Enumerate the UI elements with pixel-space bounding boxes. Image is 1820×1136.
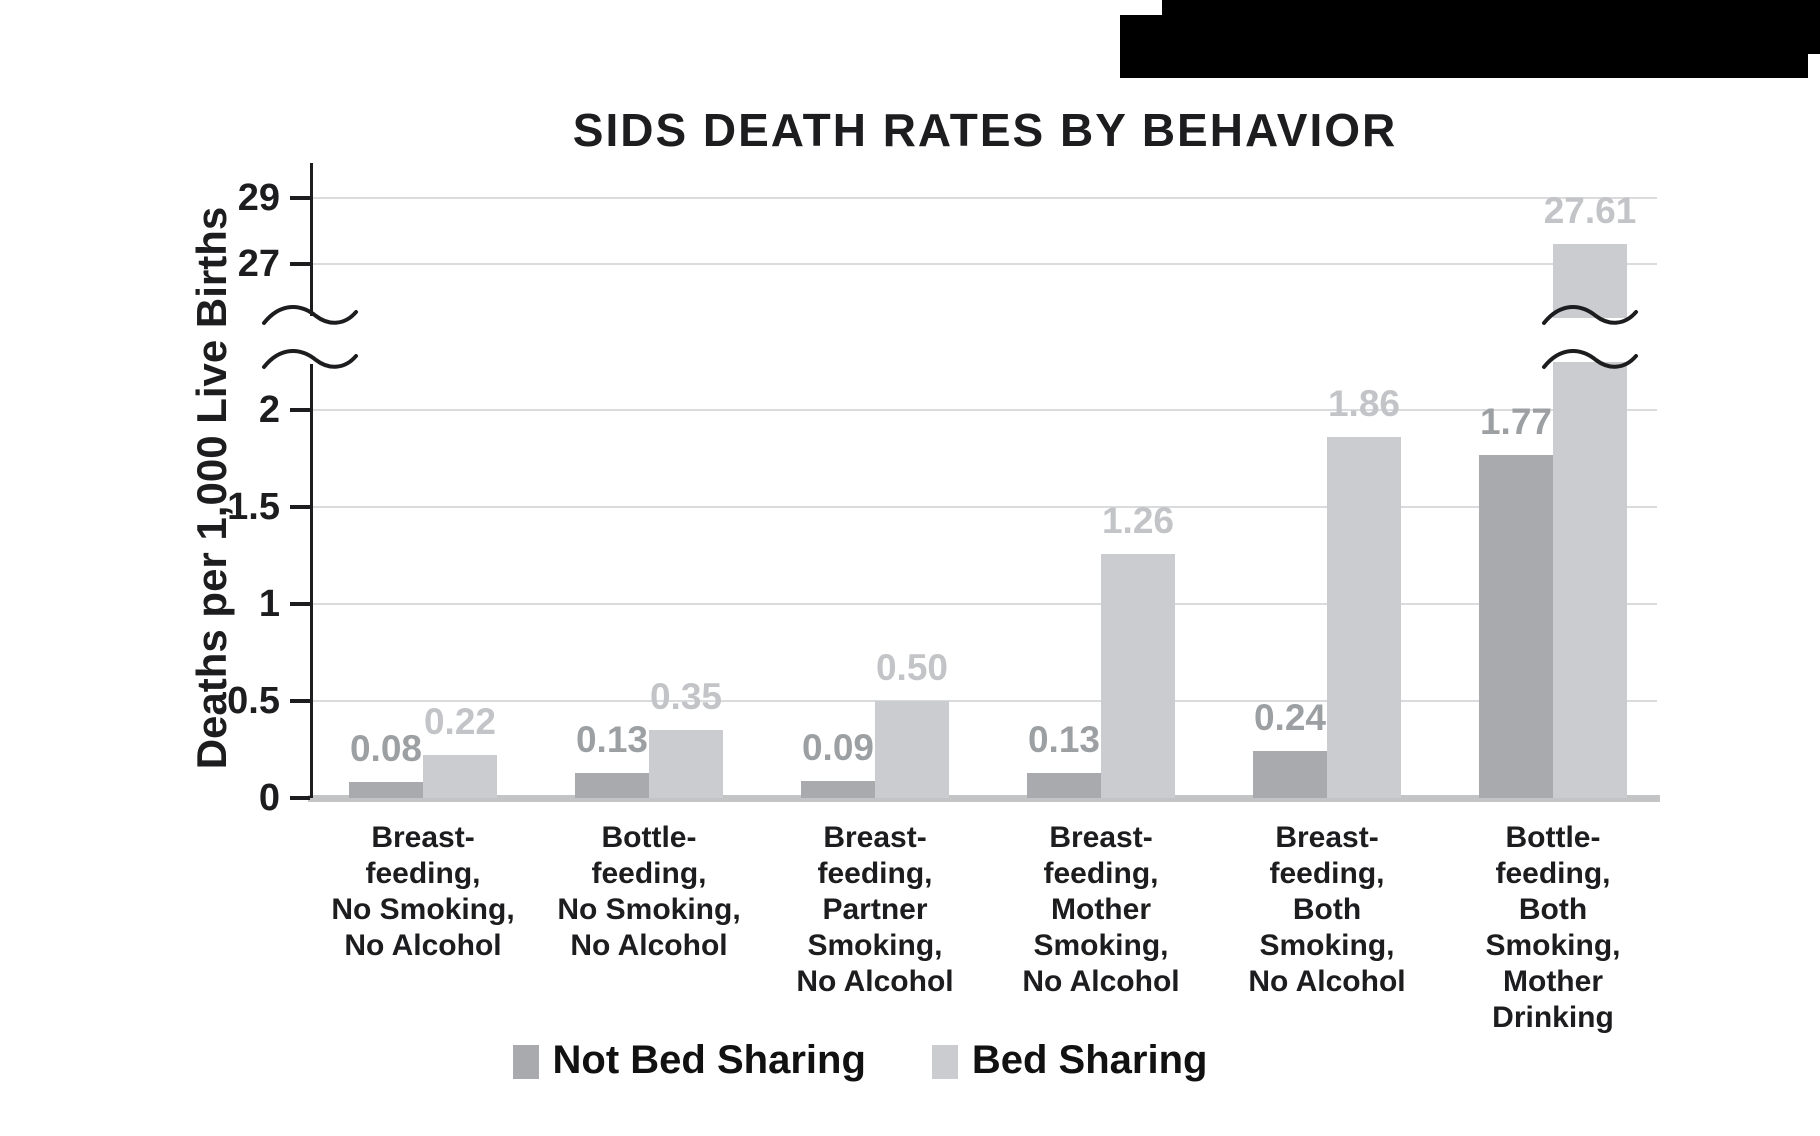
category-label: Bottle- feeding, Both Smoking, Mother Dr… <box>1485 821 1621 1034</box>
legend-label: Not Bed Sharing <box>552 1038 866 1082</box>
gridline <box>312 409 1657 411</box>
x-axis-baseline <box>308 795 1660 802</box>
bar-break-wave <box>1542 304 1638 325</box>
banner-right-edge <box>1808 15 1820 54</box>
gridline <box>312 262 1657 265</box>
bar <box>649 730 723 798</box>
y-tick-label: 1 <box>258 583 280 625</box>
wave-path <box>262 348 358 369</box>
y-tick-mark <box>290 408 310 412</box>
bar <box>1101 553 1175 798</box>
y-tick-label: 1.5 <box>227 486 280 528</box>
bar-value-label: 0.22 <box>423 701 496 743</box>
y-tick-mark <box>290 796 310 800</box>
bar <box>1479 454 1553 798</box>
bar-value-label: 0.35 <box>649 676 722 718</box>
bar <box>1327 437 1401 798</box>
banner-top-strip <box>1162 0 1820 15</box>
gridline <box>312 700 1657 702</box>
gridline <box>312 603 1657 605</box>
bar-value-label: 0.13 <box>575 718 648 760</box>
bar-value-label: 27.61 <box>1543 189 1637 231</box>
bar-value-label: 1.26 <box>1101 499 1174 541</box>
bar-value-label: 0.50 <box>875 647 948 688</box>
bar <box>801 780 875 798</box>
bar-broken-bottom <box>1553 362 1627 798</box>
y-tick-mark <box>290 602 310 606</box>
bar <box>423 755 497 798</box>
chart-title: SIDS DEATH RATES BY BEHAVIOR <box>572 104 1398 156</box>
y-tick-label: 2 <box>258 389 280 431</box>
axis-break-wave <box>262 348 358 369</box>
category-label: Breast- feeding, No Smoking, No Alcohol <box>331 821 515 962</box>
bar <box>575 772 649 798</box>
category-label: Breast- feeding, Partner Smoking, No Alc… <box>796 821 954 998</box>
bar-value-label: 1.86 <box>1327 383 1400 425</box>
banner-main-block <box>1120 15 1808 78</box>
axis-break-wave <box>262 304 358 325</box>
y-tick-mark <box>290 261 310 266</box>
bar-value-label: 1.77 <box>1479 400 1552 442</box>
legend: Not Bed Sharing Bed Sharing <box>0 1038 1720 1082</box>
y-tick-label: 27 <box>237 242 280 285</box>
bar-value-label: 0.08 <box>349 728 422 770</box>
category-label: Breast- feeding, Both Smoking, No Alcoho… <box>1248 821 1406 998</box>
y-tick-label: 0 <box>258 777 280 819</box>
wave-path <box>1542 348 1638 369</box>
legend-label: Bed Sharing <box>971 1038 1208 1082</box>
y-tick-label: 0.5 <box>227 680 280 722</box>
wave-path <box>1542 304 1638 325</box>
y-tick-mark <box>290 699 310 703</box>
bar-break-wave <box>1542 348 1638 369</box>
bar-value-label: 0.09 <box>801 726 874 768</box>
bar <box>1253 751 1327 798</box>
legend-swatch <box>512 1045 539 1079</box>
bar <box>349 782 423 798</box>
y-tick-label: 29 <box>237 177 280 219</box>
y-tick-mark <box>290 196 310 200</box>
wave-path <box>262 304 358 325</box>
category-label: Breast- feeding, Mother Smoking, No Alco… <box>1022 821 1180 998</box>
legend-item: Bed Sharing <box>931 1038 1208 1082</box>
bar-broken-top <box>1553 243 1627 318</box>
gridline <box>312 197 1657 199</box>
bar-value-label: 0.24 <box>1253 697 1326 739</box>
legend-swatch <box>931 1045 958 1079</box>
bar <box>1027 772 1101 798</box>
category-label: Bottle- feeding, No Smoking, No Alcohol <box>557 821 741 962</box>
y-axis-line-upper <box>310 163 313 316</box>
bar-value-label: 0.13 <box>1027 718 1100 760</box>
y-tick-mark <box>290 505 310 509</box>
y-axis-line-lower <box>310 364 313 798</box>
gridline <box>312 506 1657 508</box>
bar <box>875 701 949 798</box>
legend-item: Not Bed Sharing <box>512 1038 866 1082</box>
